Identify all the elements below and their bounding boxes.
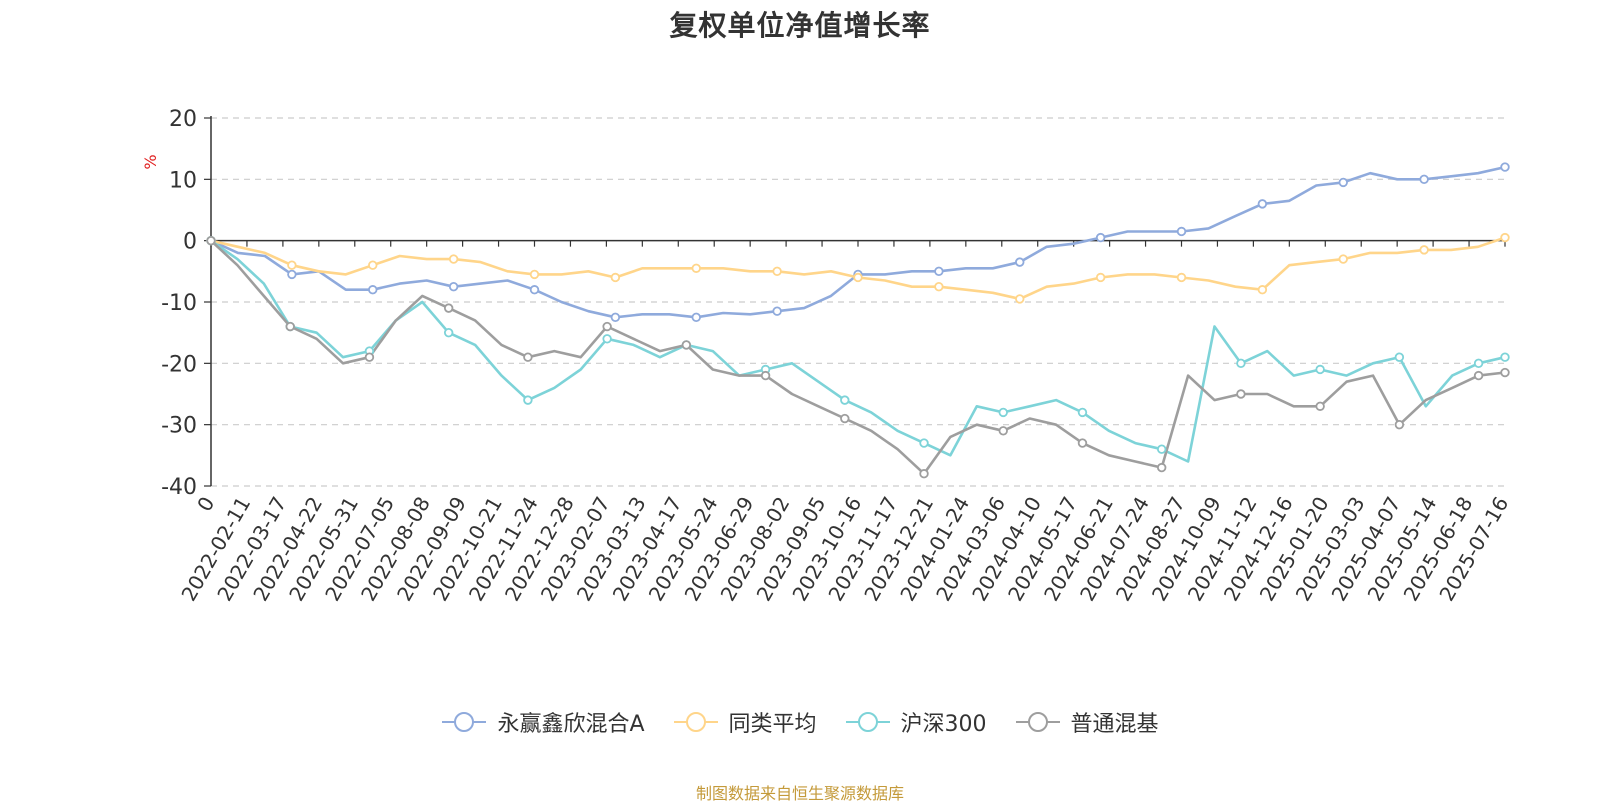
data-point <box>1394 419 1405 430</box>
data-point <box>760 370 771 381</box>
data-point <box>1500 232 1510 243</box>
legend-item[interactable]: 同类平均 <box>673 706 817 738</box>
data-point <box>934 266 944 277</box>
series-lines <box>210 165 1506 475</box>
data-point <box>1077 407 1088 418</box>
data-point <box>772 306 782 316</box>
y-tick-label: 20 <box>169 107 197 132</box>
series-markers <box>206 162 1510 479</box>
y-tick-label: -30 <box>161 414 197 439</box>
data-point <box>1394 352 1405 362</box>
series-line-1 <box>210 236 1506 301</box>
y-tick-label: 10 <box>169 168 197 193</box>
data-point <box>1257 285 1268 295</box>
series-line-3 <box>210 239 1506 475</box>
data-point <box>1315 364 1325 375</box>
data-point <box>1095 272 1106 283</box>
data-point <box>1077 438 1088 448</box>
data-point <box>287 260 297 270</box>
data-source-note: 制图数据来自恒生聚源数据库 <box>695 784 904 803</box>
data-point <box>1176 272 1187 283</box>
legend-item[interactable]: 永赢鑫欣混合A <box>441 706 645 738</box>
axes: 20100-10-20-30-4002022-02-112022-03-1720… <box>161 107 1513 605</box>
data-point <box>287 269 297 280</box>
data-point <box>368 260 378 270</box>
data-point <box>1015 257 1025 267</box>
data-point <box>1473 358 1484 369</box>
data-point <box>934 281 944 292</box>
data-point <box>691 263 701 273</box>
data-point <box>1156 444 1167 454</box>
data-point <box>1419 245 1429 255</box>
data-point <box>691 312 701 323</box>
legend-swatch-icon <box>442 712 487 732</box>
data-point <box>368 285 378 295</box>
legend-swatch-icon <box>1015 712 1060 732</box>
legend-swatch-icon <box>845 712 890 732</box>
data-point <box>840 395 850 405</box>
data-point <box>529 269 540 280</box>
data-point <box>610 272 621 283</box>
data-point <box>1095 232 1106 243</box>
legend-item[interactable]: 沪深300 <box>845 706 987 738</box>
y-tick-label: -10 <box>161 291 197 316</box>
data-point <box>443 303 454 313</box>
data-point <box>448 281 459 292</box>
y-tick-label: -20 <box>161 352 197 377</box>
data-point <box>602 321 612 332</box>
data-point <box>602 334 612 344</box>
grid-lines <box>211 117 1505 487</box>
y-axis-unit-label: % <box>141 154 160 169</box>
data-point <box>1473 370 1484 381</box>
data-point <box>1338 177 1348 188</box>
data-point <box>772 266 782 277</box>
data-point <box>1419 174 1429 185</box>
data-point <box>1156 462 1167 473</box>
data-point <box>443 327 454 338</box>
legend-label: 同类平均 <box>728 712 817 737</box>
data-point <box>523 395 533 405</box>
data-point <box>998 426 1008 436</box>
data-point <box>523 352 533 362</box>
data-point <box>1500 352 1510 362</box>
data-point <box>1257 199 1268 209</box>
data-point <box>681 340 692 350</box>
chart-title: 复权单位净值增长率 <box>669 9 931 42</box>
series-line-2 <box>210 239 1506 463</box>
legend-label: 普通混基 <box>1070 712 1159 737</box>
data-point <box>853 272 863 283</box>
data-point <box>1315 401 1325 411</box>
data-point <box>285 321 295 332</box>
y-tick-label: 0 <box>183 230 197 255</box>
data-point <box>1236 358 1246 369</box>
data-point <box>1338 254 1348 264</box>
data-point <box>364 352 375 362</box>
data-point <box>919 469 929 479</box>
data-point <box>998 407 1008 418</box>
data-point <box>1015 294 1025 304</box>
chart-legend: 永赢鑫欣混合A 同类平均 沪深300 普通混基 <box>0 706 1600 738</box>
legend-item[interactable]: 普通混基 <box>1015 706 1159 738</box>
data-point <box>919 438 929 448</box>
data-point <box>448 254 459 264</box>
legend-label: 沪深300 <box>900 712 987 737</box>
data-point <box>1176 226 1187 237</box>
data-point <box>1236 389 1246 399</box>
data-point <box>1500 367 1510 378</box>
data-point <box>206 235 216 246</box>
data-point <box>610 312 621 323</box>
data-point <box>1500 162 1510 172</box>
data-point <box>840 413 850 424</box>
data-point <box>529 285 540 295</box>
y-tick-label: -40 <box>161 475 197 500</box>
legend-swatch-icon <box>673 712 718 732</box>
legend-label: 永赢鑫欣混合A <box>497 712 645 737</box>
x-tick-label: 0 <box>192 493 219 516</box>
